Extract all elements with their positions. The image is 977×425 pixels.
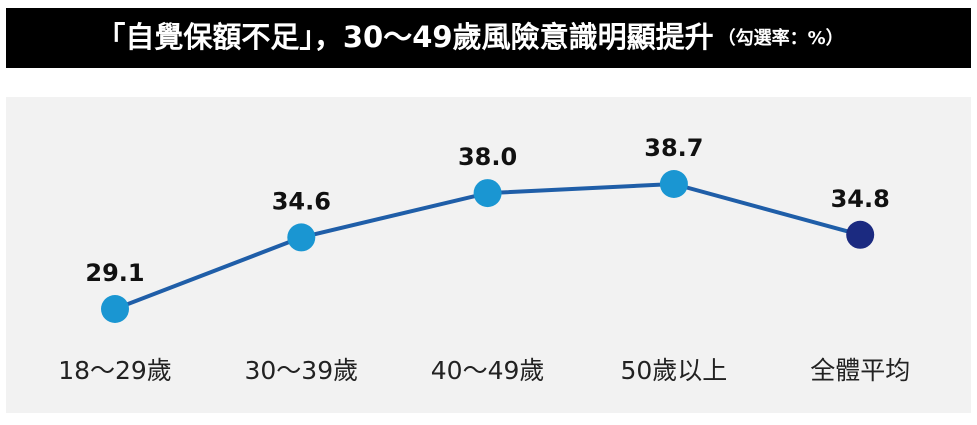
- value-label: 34.8: [831, 185, 890, 213]
- point: [101, 295, 129, 323]
- point: [659, 170, 688, 198]
- x-tick-label: 30～39歲: [244, 356, 358, 385]
- chart-title: 「自覺保額不足」，30～49歲風險意識明顯提升: [96, 20, 713, 54]
- value-label: 34.6: [272, 187, 331, 215]
- x-tick-label: 18～29歲: [58, 356, 172, 385]
- plot-area: [6, 97, 971, 413]
- value-label: 29.1: [85, 259, 144, 287]
- x-tick-label: 全體平均: [810, 356, 910, 385]
- title-bar: [6, 8, 971, 68]
- title-group: 「自覺保額不足」，30～49歲風險意識明顯提升 （勾選率：%）: [96, 20, 843, 54]
- x-tick-label: 40～49歲: [431, 356, 545, 385]
- point: [846, 220, 875, 249]
- x-tick-label: 50歲以上: [620, 356, 727, 385]
- point: [287, 223, 316, 252]
- value-label: 38.7: [644, 134, 703, 162]
- point: [473, 179, 502, 208]
- chart-subtitle: （勾選率：%）: [718, 27, 844, 49]
- value-label: 38.0: [458, 143, 517, 171]
